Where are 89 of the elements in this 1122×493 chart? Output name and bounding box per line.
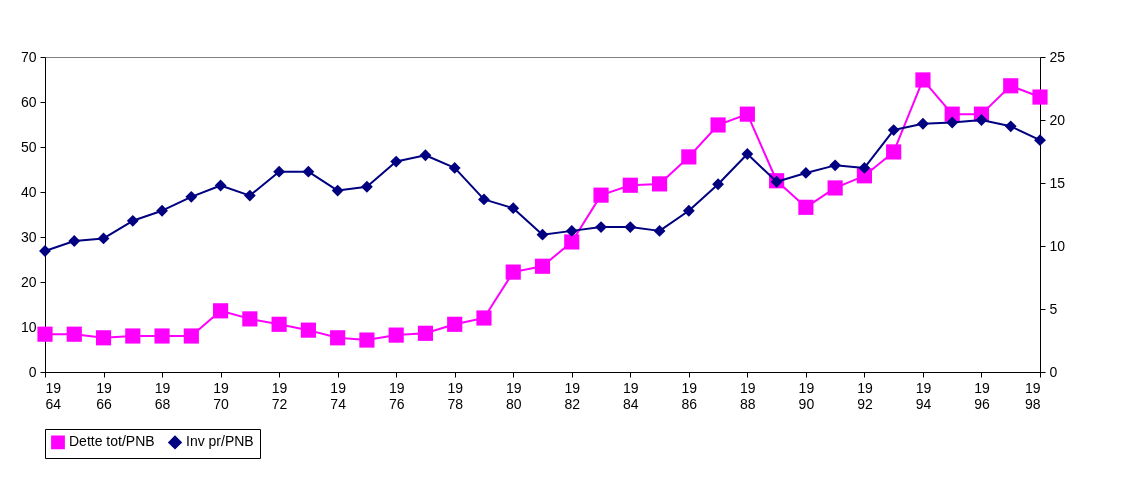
point: [799, 167, 812, 179]
point: [681, 149, 697, 165]
y2-tick-label: 10: [1049, 237, 1066, 254]
x-tick-label: 1980: [505, 379, 522, 412]
point: [68, 235, 81, 247]
y2-tick-label: 20: [1049, 111, 1066, 128]
x-tick-label: 1972: [271, 379, 288, 412]
point: [565, 224, 578, 237]
legend-label: Inv pr/PNB: [186, 433, 254, 450]
point: [476, 310, 492, 326]
point: [271, 316, 287, 332]
y-tick-label: 70: [20, 48, 37, 65]
x-tick-label: 1978: [447, 379, 464, 412]
point: [946, 116, 959, 129]
point: [66, 326, 82, 342]
point: [712, 178, 724, 191]
x-tick-label: 1984: [623, 379, 639, 412]
point: [390, 155, 403, 168]
point: [915, 72, 931, 88]
point: [95, 330, 112, 346]
point: [185, 190, 198, 203]
point: [156, 204, 168, 217]
point: [388, 327, 404, 343]
x-tick-label: 1998: [1024, 379, 1041, 412]
x-tick-label: 1996: [974, 379, 990, 412]
point: [126, 214, 139, 227]
point: [242, 311, 258, 327]
x-tick-label: 1974: [330, 379, 347, 412]
point: [447, 316, 463, 332]
point: [154, 328, 170, 344]
legend-label: Dette tot/PNB: [69, 433, 155, 450]
point: [243, 189, 256, 202]
point: [300, 322, 316, 338]
point: [593, 187, 609, 203]
point: [827, 180, 843, 196]
y-tick-label: 0: [28, 363, 37, 380]
point: [448, 161, 461, 174]
point: [534, 258, 551, 274]
point: [595, 221, 607, 234]
point: [125, 328, 141, 344]
point: [710, 117, 726, 133]
y2-tick-label: 15: [1049, 174, 1066, 191]
y2-tick-label: 0: [1049, 363, 1058, 380]
y-tick-label: 30: [20, 228, 37, 245]
point: [361, 180, 373, 193]
x-tick-label: 1992: [857, 379, 873, 412]
point: [739, 106, 755, 122]
point: [653, 224, 666, 237]
point: [330, 330, 346, 346]
point: [858, 161, 871, 174]
point: [507, 202, 520, 215]
point: [1034, 134, 1046, 147]
point: [359, 332, 375, 348]
point: [917, 117, 929, 130]
point: [886, 144, 902, 160]
x-tick-label: 1970: [213, 379, 230, 412]
point: [798, 199, 814, 215]
y-tick-label: 60: [20, 93, 37, 110]
point: [1032, 89, 1048, 105]
point: [419, 149, 432, 162]
point: [213, 303, 229, 319]
point: [273, 165, 286, 178]
point: [37, 326, 53, 342]
point: [622, 177, 638, 193]
x-tick-label: 1982: [564, 379, 581, 412]
point: [682, 204, 695, 217]
point: [829, 159, 842, 172]
y-tick-label: 10: [20, 318, 37, 335]
x-tick-label: 1994: [915, 379, 932, 412]
y-tick-label: 50: [20, 138, 37, 155]
point: [183, 328, 199, 344]
x-tick-label: 1976: [388, 379, 405, 412]
x-tick-label: 1986: [681, 379, 698, 412]
y-tick-label: 20: [20, 273, 37, 290]
point: [505, 264, 521, 280]
point: [1004, 120, 1017, 133]
point: [651, 176, 668, 192]
y2-tick-label: 5: [1049, 300, 1058, 317]
x-tick-label: 1966: [96, 379, 113, 412]
x-tick-label: 1968: [154, 379, 171, 412]
point: [1003, 78, 1019, 94]
x-tick-label: 1988: [740, 379, 756, 412]
x-tick-label: 1990: [798, 379, 815, 412]
point: [417, 325, 434, 341]
y-tick-label: 40: [20, 183, 37, 200]
point: [624, 221, 637, 234]
y2-tick-label: 25: [1049, 48, 1066, 65]
x-tick-label: 1964: [45, 379, 62, 412]
point: [564, 234, 580, 250]
